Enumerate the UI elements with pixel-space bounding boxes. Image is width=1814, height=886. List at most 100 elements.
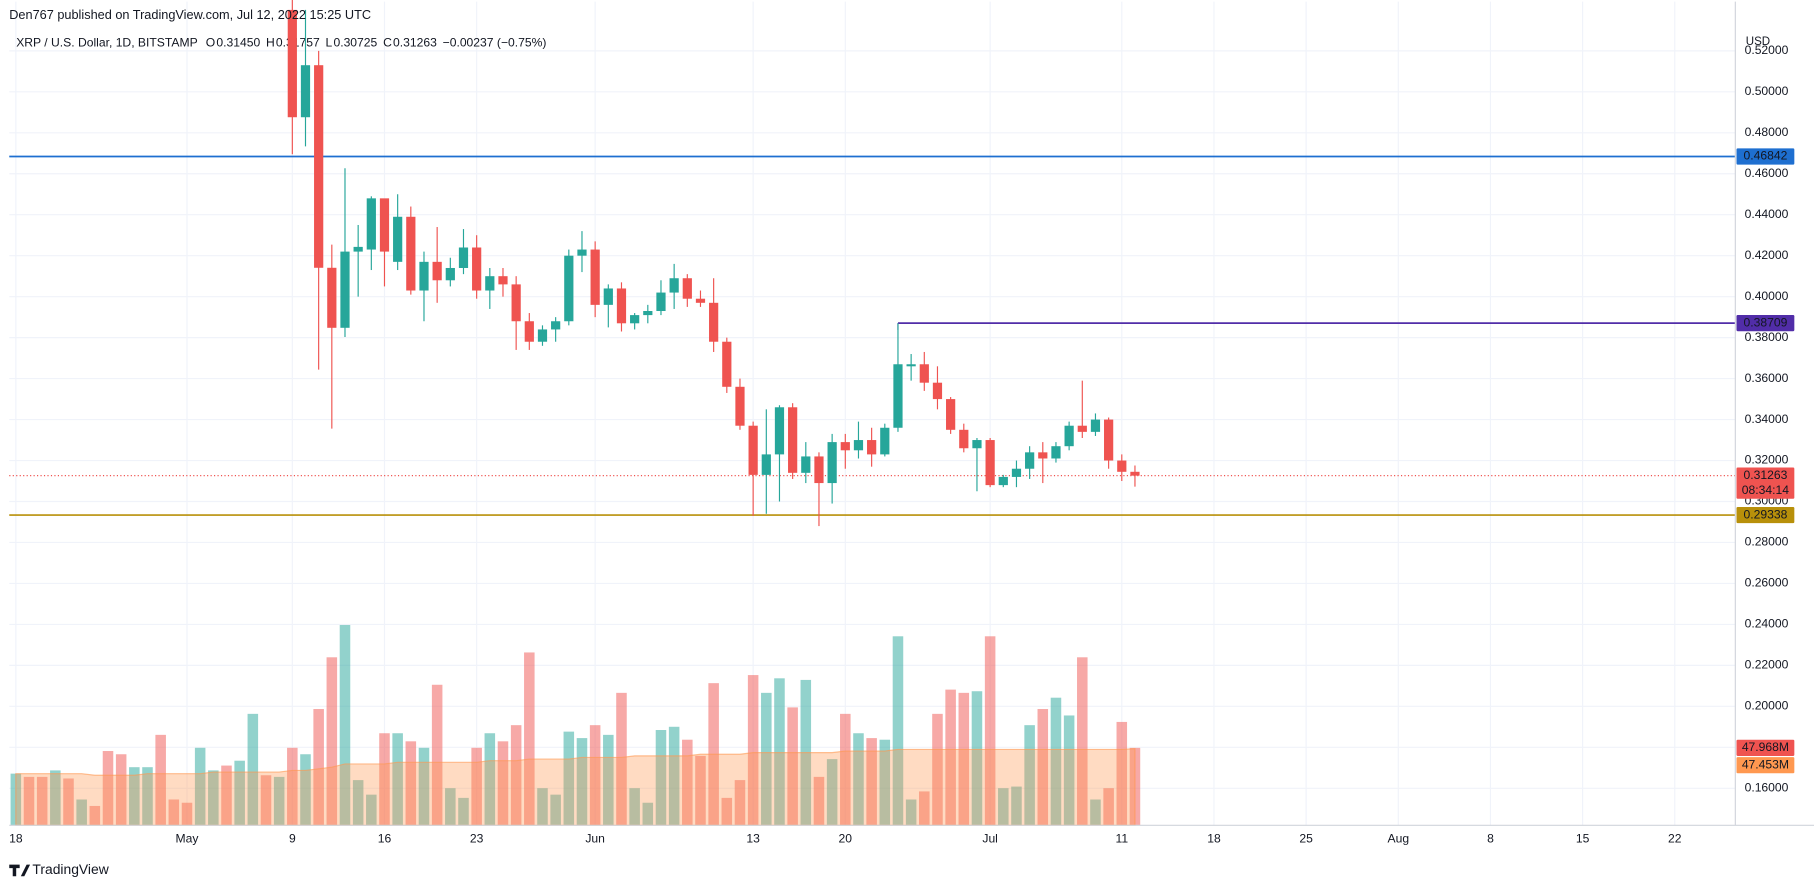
y-tick-label: 0.32000 <box>1745 453 1789 467</box>
footer-logo: TradingView <box>9 861 110 877</box>
x-tick-label: 11 <box>1115 831 1128 845</box>
candle-body <box>1051 446 1061 459</box>
candle-body <box>695 298 706 303</box>
level-label-box <box>1736 315 1795 332</box>
volume-bar <box>129 767 140 826</box>
candle-body <box>932 382 943 400</box>
volume-bar <box>379 733 390 826</box>
logo-mark <box>9 864 31 877</box>
candle-body <box>340 251 350 328</box>
volume-bar <box>181 802 193 826</box>
level-label: 0.29338 <box>1743 507 1787 521</box>
volume-ma-label: 47.453M <box>1742 757 1789 771</box>
volume-bar <box>1063 715 1075 826</box>
candle-body <box>432 261 442 281</box>
x-tick-label: 8 <box>1487 831 1494 845</box>
x-tick-label: Jun <box>585 831 605 845</box>
candle-body <box>485 276 495 291</box>
volume-bar <box>589 725 601 826</box>
legend-field-value: 0.31263 <box>393 35 437 49</box>
volume-bar <box>273 776 285 826</box>
volume-bar <box>761 692 772 826</box>
volume-bar <box>471 747 482 826</box>
volume-label: 47.968M <box>1742 740 1789 754</box>
x-tick-label: 9 <box>289 831 296 845</box>
volume-bar <box>919 791 930 826</box>
y-tick-label: 0.16000 <box>1745 780 1789 794</box>
volume-bar <box>1090 799 1101 826</box>
axes: 0.160000.180000.200000.220000.240000.260… <box>9 43 1795 845</box>
candle-body <box>1011 468 1022 477</box>
candle-body <box>1104 419 1114 461</box>
level-label: 0.38709 <box>1743 315 1787 329</box>
volume-bar <box>326 657 338 826</box>
x-tick-label: 23 <box>470 831 484 845</box>
candle-body <box>722 341 732 387</box>
y-tick-label: 0.48000 <box>1745 125 1789 139</box>
last-price-box <box>1736 467 1795 499</box>
volume-bar <box>234 760 245 826</box>
volume-bar <box>208 770 219 826</box>
volume-bar <box>76 799 87 826</box>
candle-body <box>1077 425 1087 432</box>
candle-body <box>946 399 956 430</box>
candle-body <box>682 278 692 299</box>
candle-body <box>959 429 969 449</box>
y-tick-label: 0.34000 <box>1745 412 1789 426</box>
volume-bar <box>313 709 324 826</box>
x-tick-label: Jul <box>982 831 998 845</box>
candle-body <box>853 440 864 451</box>
volume-bar <box>300 754 311 826</box>
candle-body <box>287 9 297 118</box>
candle-body <box>1117 460 1127 472</box>
candle-body <box>366 198 376 250</box>
volume-bar <box>366 794 377 826</box>
candle-body <box>840 442 850 451</box>
candle-body <box>801 456 811 473</box>
y-tick-label: 0.20000 <box>1745 699 1789 713</box>
legend-field-label: L <box>326 35 333 49</box>
legend-field-label: O <box>206 35 215 49</box>
candle-body <box>406 216 416 291</box>
volume-bar <box>524 652 535 826</box>
y-tick-label: 0.52000 <box>1745 43 1789 57</box>
volume-bar <box>616 692 627 826</box>
level-label-box <box>1736 506 1795 524</box>
volume-bar <box>695 755 706 826</box>
legend-change: −0.00237 (−0.75%) <box>443 35 547 49</box>
candle-body <box>814 456 824 484</box>
candle-body <box>603 288 613 305</box>
volume-bar <box>1103 788 1114 826</box>
candle-body <box>537 329 548 342</box>
candle-body <box>1090 419 1101 432</box>
volume-bar <box>102 751 114 826</box>
candle-body <box>353 246 363 252</box>
candle-body <box>393 216 403 262</box>
x-tick-label: May <box>176 831 200 845</box>
x-tick-label: 20 <box>839 831 853 845</box>
volume-bar <box>23 776 35 826</box>
legend-field-label: C <box>383 35 392 49</box>
volume-bar <box>392 733 403 826</box>
candle-body <box>880 427 890 455</box>
candle-body <box>748 425 758 475</box>
volume-bar <box>36 776 48 826</box>
legend-field-value: 0.30725 <box>333 35 377 49</box>
candle-body <box>630 315 640 324</box>
volume-bar <box>655 730 667 826</box>
volume-bar <box>1024 725 1035 826</box>
volume-bar <box>194 747 206 826</box>
volume-bar <box>892 636 904 826</box>
countdown: 08:34:14 <box>1742 483 1789 497</box>
candles <box>287 0 1140 527</box>
candle-body <box>906 364 916 367</box>
y-tick-label: 0.42000 <box>1745 248 1789 262</box>
candle-body <box>300 65 311 118</box>
x-tick-label: 18 <box>9 831 23 845</box>
volume-bar <box>932 713 943 826</box>
volume-bar <box>63 778 74 826</box>
candle-body <box>1038 452 1048 459</box>
